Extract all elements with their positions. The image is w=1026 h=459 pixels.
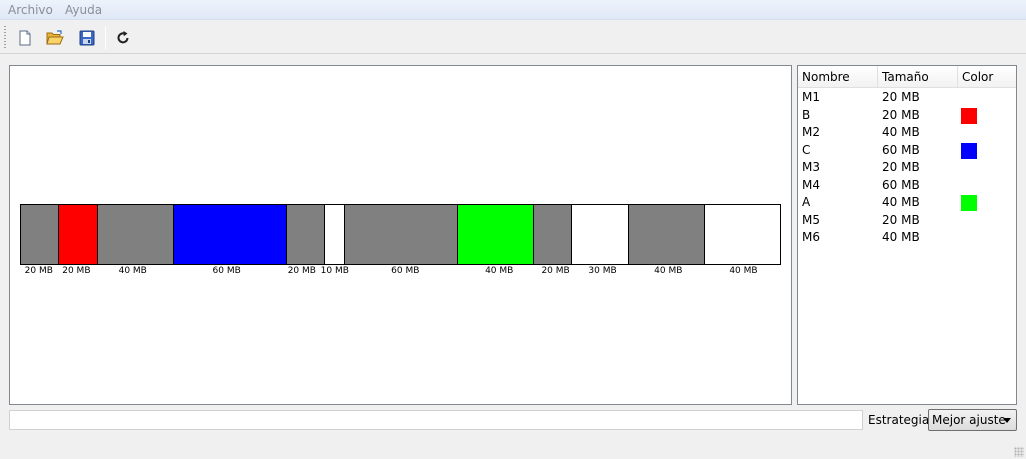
memory-block-label: 40 MB: [485, 266, 514, 276]
list-item[interactable]: M2 40 MB: [798, 124, 1016, 141]
memory-block-label: 10 MB: [320, 266, 349, 276]
list-item-name: A: [802, 195, 811, 209]
list-item[interactable]: M5 20 MB: [798, 212, 1016, 229]
memory-block-label: 40 MB: [654, 266, 683, 276]
column-header-color[interactable]: Color: [962, 70, 994, 84]
memory-block: [629, 205, 706, 264]
status-field: [9, 410, 863, 430]
list-item-size: 20 MB: [882, 107, 920, 122]
column-header-nombre[interactable]: Nombre: [798, 66, 878, 88]
memory-block-label: 30 MB: [588, 266, 617, 276]
memory-canvas: 20 MB 20 MB 40 MB 60 MB 20 MB 10 MB 60 MB 40 MB…: [9, 65, 792, 405]
list-item-name: M1: [802, 90, 820, 104]
new-file-button[interactable]: [13, 26, 37, 50]
resize-grip-icon[interactable]: [1014, 447, 1024, 457]
list-item-size: 20 MB: [882, 212, 920, 227]
strategy-select[interactable]: Mejor ajuste: [928, 409, 1017, 431]
memory-block: [572, 205, 630, 264]
menu-ayuda[interactable]: Ayuda: [65, 3, 103, 17]
list-item[interactable]: M4 60 MB: [798, 177, 1016, 194]
menu-archivo[interactable]: Archivo: [8, 3, 53, 17]
memory-block: [458, 205, 534, 264]
memory-block: [59, 205, 98, 264]
list-item-size: 20 MB: [882, 90, 920, 104]
memory-block-label: 20 MB: [541, 266, 570, 276]
color-swatch: [961, 195, 977, 211]
column-header-tamano[interactable]: Tamaño: [878, 66, 958, 88]
memory-labels: 20 MB 20 MB 40 MB 60 MB 20 MB 10 MB 60 MB 40 MB…: [20, 265, 781, 279]
list-item-name: M6: [802, 230, 820, 244]
memory-block: [325, 205, 345, 264]
list-item[interactable]: M6 40 MB: [798, 229, 1016, 246]
memory-block-label: 40 MB: [118, 266, 147, 276]
memory-block: [21, 205, 60, 264]
list-item-size: 40 MB: [882, 195, 920, 209]
toolbar: [0, 21, 1026, 54]
memory-block: [344, 205, 459, 264]
memory-block-label: 20 MB: [24, 266, 53, 276]
save-disk-icon: [79, 30, 95, 46]
memory-block: [533, 205, 573, 264]
list-item-size: 40 MB: [882, 125, 920, 139]
list-item-size: 60 MB: [882, 142, 920, 157]
menu-bar: Archivo Ayuda: [0, 0, 1026, 20]
memory-block-label: 40 MB: [729, 266, 758, 276]
memory-block: [286, 205, 326, 264]
refresh-button[interactable]: [111, 26, 135, 50]
refresh-icon: [117, 31, 129, 44]
color-swatch: [961, 107, 977, 124]
list-item-size: 60 MB: [882, 177, 920, 192]
color-swatch: [961, 142, 977, 159]
list-item[interactable]: M3 20 MB: [798, 159, 1016, 176]
list-item[interactable]: B 20 MB: [798, 107, 1016, 124]
list-item-name: C: [802, 142, 811, 157]
new-document-icon: [19, 30, 31, 46]
list-item-size: 20 MB: [882, 160, 920, 174]
list-item-name: B: [802, 107, 811, 122]
strategy-label: Estrategia:: [868, 413, 934, 427]
toolbar-grip[interactable]: [4, 26, 6, 50]
open-file-button[interactable]: [43, 26, 67, 50]
list-item-size: 40 MB: [882, 230, 920, 244]
list-item-name: M3: [802, 160, 820, 174]
memory-block-label: 20 MB: [62, 266, 91, 276]
list-item-name: M5: [802, 212, 820, 227]
list-item-name: M4: [802, 177, 820, 192]
open-folder-icon: [46, 30, 64, 45]
memory-block-label: 20 MB: [287, 266, 316, 276]
save-file-button[interactable]: [75, 26, 99, 50]
list-item[interactable]: C 60 MB: [798, 142, 1016, 159]
memory-block: [97, 205, 174, 264]
strategy-value: Mejor ajuste: [932, 413, 1006, 427]
memory-block: [705, 205, 781, 264]
list-header: Nombre Tamaño Color: [798, 66, 1016, 88]
memory-bar: [20, 204, 781, 265]
process-list[interactable]: Nombre Tamaño Color M1 20 MB B 20 MB M2 40 MB…: [797, 65, 1017, 405]
list-item[interactable]: M1 20 MB: [798, 89, 1016, 106]
chevron-down-icon: [1003, 418, 1011, 423]
list-item[interactable]: A 40 MB: [798, 194, 1016, 211]
toolbar-separator: [105, 27, 106, 49]
list-item-name: M2: [802, 125, 820, 139]
memory-block: [173, 205, 287, 264]
memory-block-label: 60 MB: [391, 266, 420, 276]
memory-block-label: 60 MB: [212, 266, 241, 276]
